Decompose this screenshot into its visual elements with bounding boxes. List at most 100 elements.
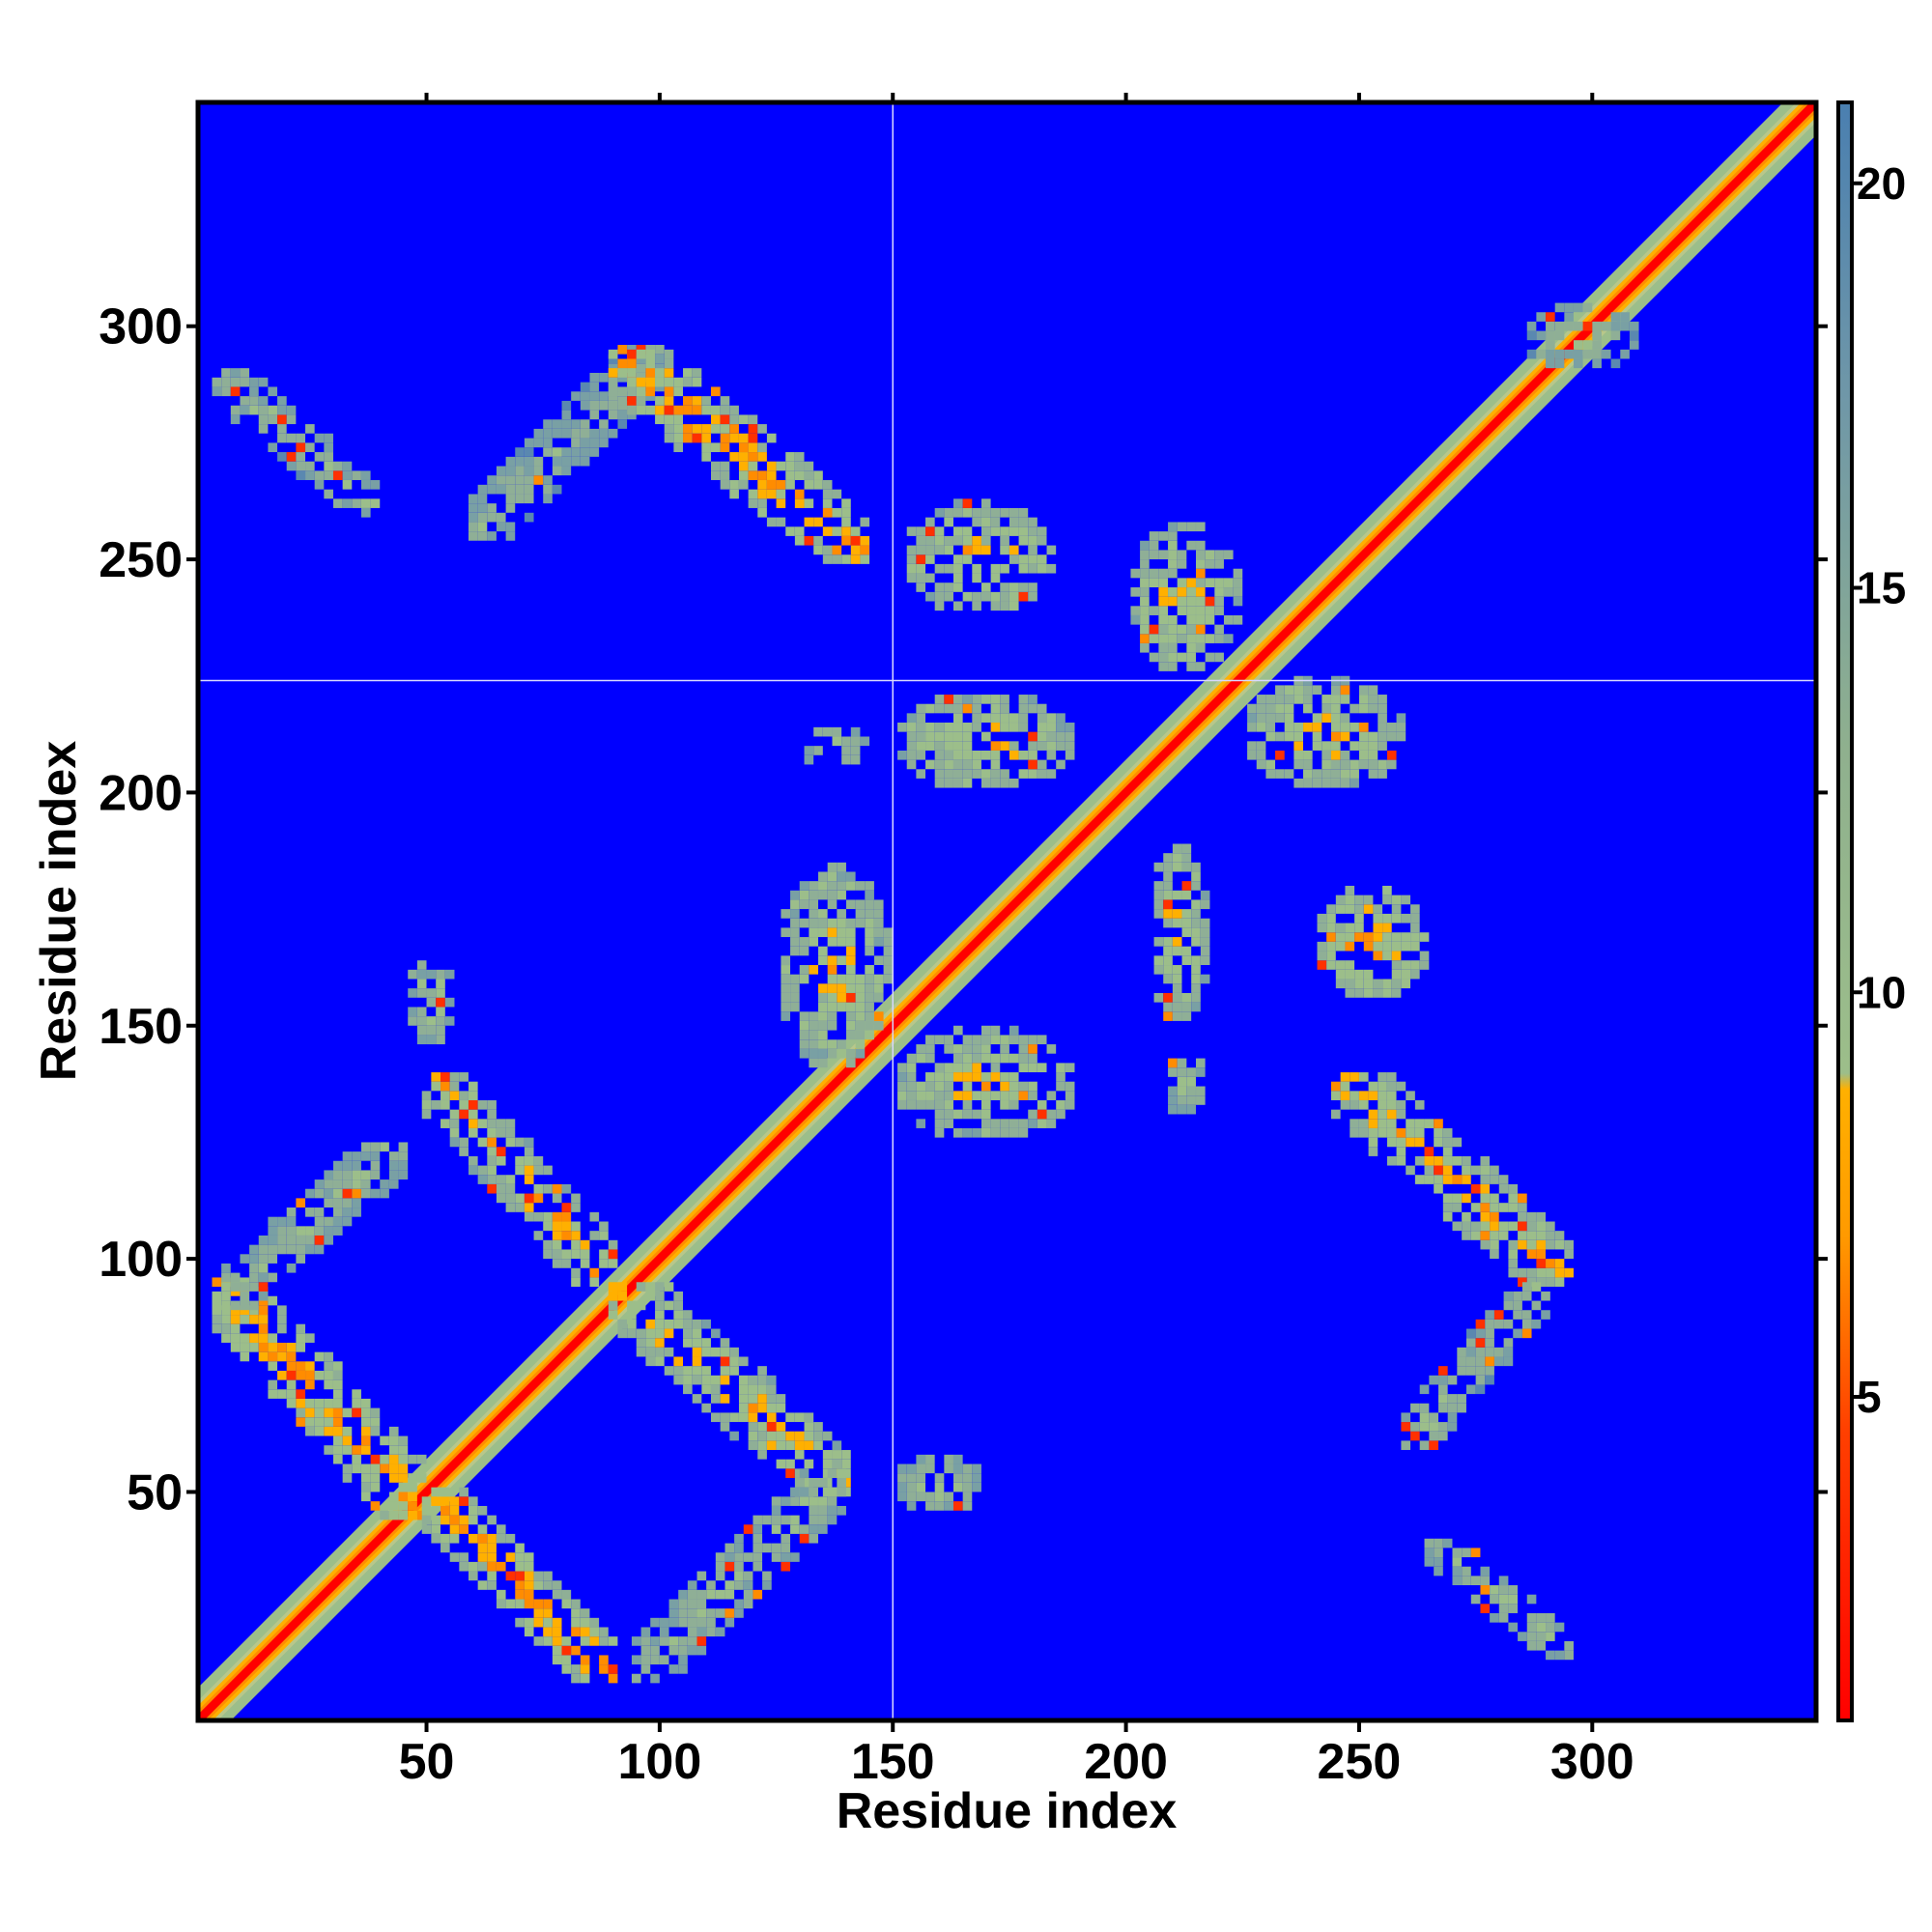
contact-cell [468, 512, 478, 523]
contact-cell [1354, 913, 1364, 923]
contact-cell [487, 1155, 497, 1166]
contact-cell [431, 1100, 440, 1110]
contact-cell [1018, 1091, 1029, 1100]
contact-cell [1009, 1053, 1019, 1064]
contact-cell [1526, 1231, 1537, 1240]
contact-cell [1368, 741, 1378, 751]
contact-cell [1214, 634, 1224, 643]
contact-cell [240, 1295, 250, 1306]
contact-cell [822, 498, 833, 508]
contact-cell [701, 1375, 711, 1385]
contact-cell [552, 466, 562, 476]
contact-cell [1009, 545, 1019, 555]
contact-cell [1191, 983, 1201, 993]
contact-cell [962, 507, 973, 518]
contact-cell [655, 345, 665, 355]
contact-cell [1475, 1328, 1486, 1339]
contact-cell [1196, 578, 1206, 588]
contact-cell [790, 946, 800, 956]
contact-cell [818, 871, 828, 882]
contact-cell [1350, 759, 1359, 770]
contact-cell [1153, 937, 1164, 947]
contact-cell [324, 433, 333, 443]
contact-cell [449, 1072, 460, 1082]
contact-cell [972, 507, 981, 518]
contact-cell [1186, 652, 1196, 663]
contact-cell [1620, 321, 1630, 331]
contact-cell [645, 405, 656, 415]
contact-cell [608, 386, 618, 397]
contact-cell [370, 1417, 381, 1427]
contact-cell [645, 1347, 656, 1357]
contact-cell [468, 1119, 478, 1128]
contact-cell [1386, 759, 1397, 770]
contact-cell [781, 955, 791, 965]
contact-cell [1564, 1239, 1574, 1250]
x-tick-label: 50 [399, 1734, 455, 1790]
contact-cell [1312, 685, 1322, 696]
contact-cell [324, 442, 333, 453]
contact-cell [249, 1343, 259, 1352]
contact-cell [1191, 937, 1201, 947]
contact-cell [515, 1193, 525, 1204]
contact-cell [729, 433, 739, 443]
contact-region [906, 498, 1057, 611]
contact-cell [1056, 1100, 1065, 1110]
contact-cell [906, 1473, 917, 1483]
contact-cell [1485, 1319, 1494, 1329]
contact-cell [515, 1599, 525, 1609]
contact-cell [1368, 703, 1378, 714]
contact-cell [258, 1343, 269, 1352]
contact-cell [1424, 1119, 1435, 1128]
contact-cell [1009, 1100, 1019, 1110]
contact-cell [449, 1533, 460, 1544]
contact-cell [1368, 685, 1378, 696]
contact-cell [748, 498, 758, 508]
contact-cell [696, 1645, 707, 1656]
contact-cell [636, 1347, 646, 1357]
contact-cell [1158, 642, 1169, 653]
contact-cell [1592, 349, 1602, 359]
contact-cell [1265, 703, 1276, 714]
contact-cell [827, 862, 838, 872]
contact-cell [1391, 951, 1402, 961]
contact-cell [972, 1127, 981, 1138]
contact-cell [416, 1035, 427, 1045]
contact-cell [1046, 1091, 1057, 1100]
contact-cell [608, 1310, 618, 1320]
contact-cell [296, 1254, 306, 1264]
contact-cell [268, 405, 278, 415]
contact-cell [1335, 932, 1346, 942]
contact-region [897, 1454, 981, 1511]
contact-cell [352, 1389, 361, 1399]
contact-cell [850, 526, 861, 536]
contact-cell [962, 778, 973, 788]
contact-cell [804, 1422, 814, 1432]
contact-cell [1546, 358, 1555, 369]
contact-cell [543, 475, 553, 485]
contact-cell [944, 695, 953, 704]
contact-cell [1429, 1440, 1438, 1451]
contact-cell [1414, 1100, 1425, 1110]
contact-cell [352, 498, 361, 508]
contact-cell [352, 1398, 361, 1408]
contact-cell [342, 1216, 353, 1227]
contact-cell [1490, 1203, 1499, 1212]
contact-cell [766, 461, 777, 471]
contact-cell [906, 545, 917, 555]
contact-cell [1181, 1011, 1192, 1021]
contact-cell [1536, 1221, 1547, 1232]
contact-cell [1223, 614, 1234, 625]
contact-cell [296, 1370, 306, 1380]
contact-cell [212, 1323, 222, 1334]
contact-cell [934, 723, 945, 732]
contact-cell [277, 396, 287, 406]
contact-cell [1442, 1155, 1453, 1166]
contact-cell [1508, 1249, 1519, 1260]
y-tick-label: 200 [99, 765, 183, 821]
contact-cell [515, 484, 525, 495]
contact-cell [683, 1310, 693, 1320]
contact-cell [785, 1468, 795, 1478]
contact-cell [794, 1450, 805, 1460]
contact-cell [990, 769, 1001, 779]
